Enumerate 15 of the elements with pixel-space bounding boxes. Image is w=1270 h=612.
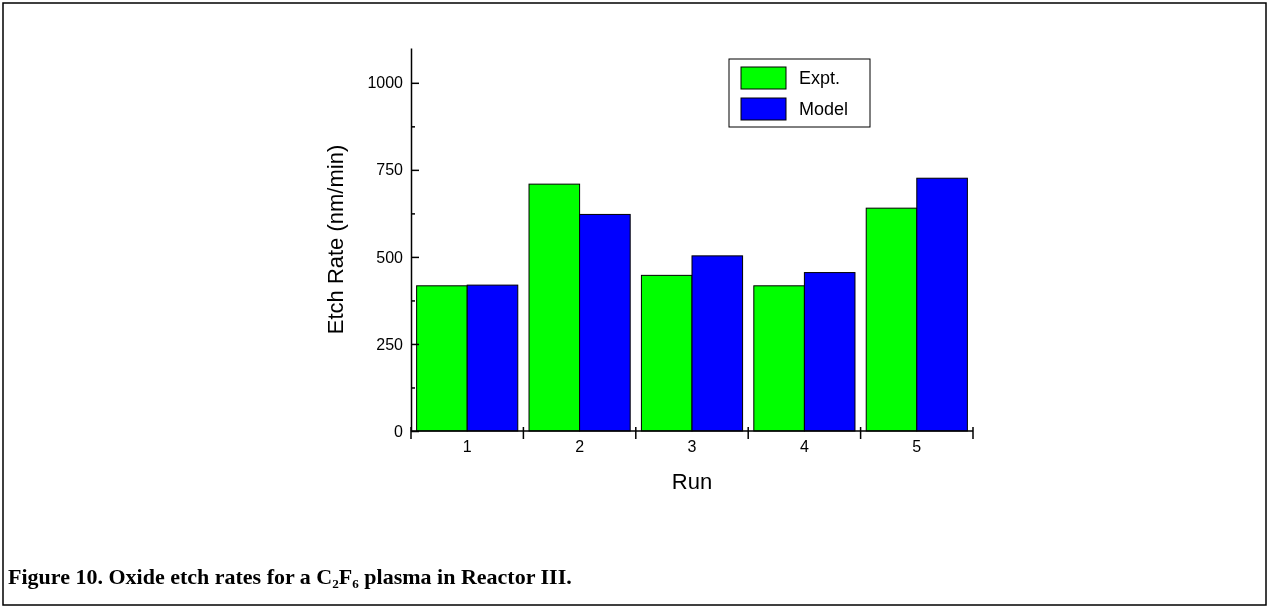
y-axis-title: Etch Rate (nm/min) bbox=[323, 144, 348, 335]
x-axis-title: Run bbox=[671, 469, 713, 494]
legend-label: Model bbox=[799, 99, 849, 119]
legend-label: Expt. bbox=[799, 68, 841, 88]
y-tick-label: 250 bbox=[376, 335, 404, 353]
x-tick-label: 3 bbox=[687, 438, 697, 456]
x-tick-label: 2 bbox=[575, 438, 585, 456]
x-tick-label: 5 bbox=[912, 438, 922, 456]
y-tick-label: 0 bbox=[394, 422, 404, 440]
text: Figure 10. Oxide etch rates for a C₂F₆ plasma in Reactor III. bbox=[8, 564, 572, 589]
x-tick-label: 1 bbox=[462, 438, 472, 456]
x-tick-label: 4 bbox=[799, 438, 809, 456]
y-tick-label: 750 bbox=[376, 161, 404, 179]
y-tick-label: 500 bbox=[376, 248, 404, 266]
y-tick-label: 1000 bbox=[367, 74, 404, 92]
